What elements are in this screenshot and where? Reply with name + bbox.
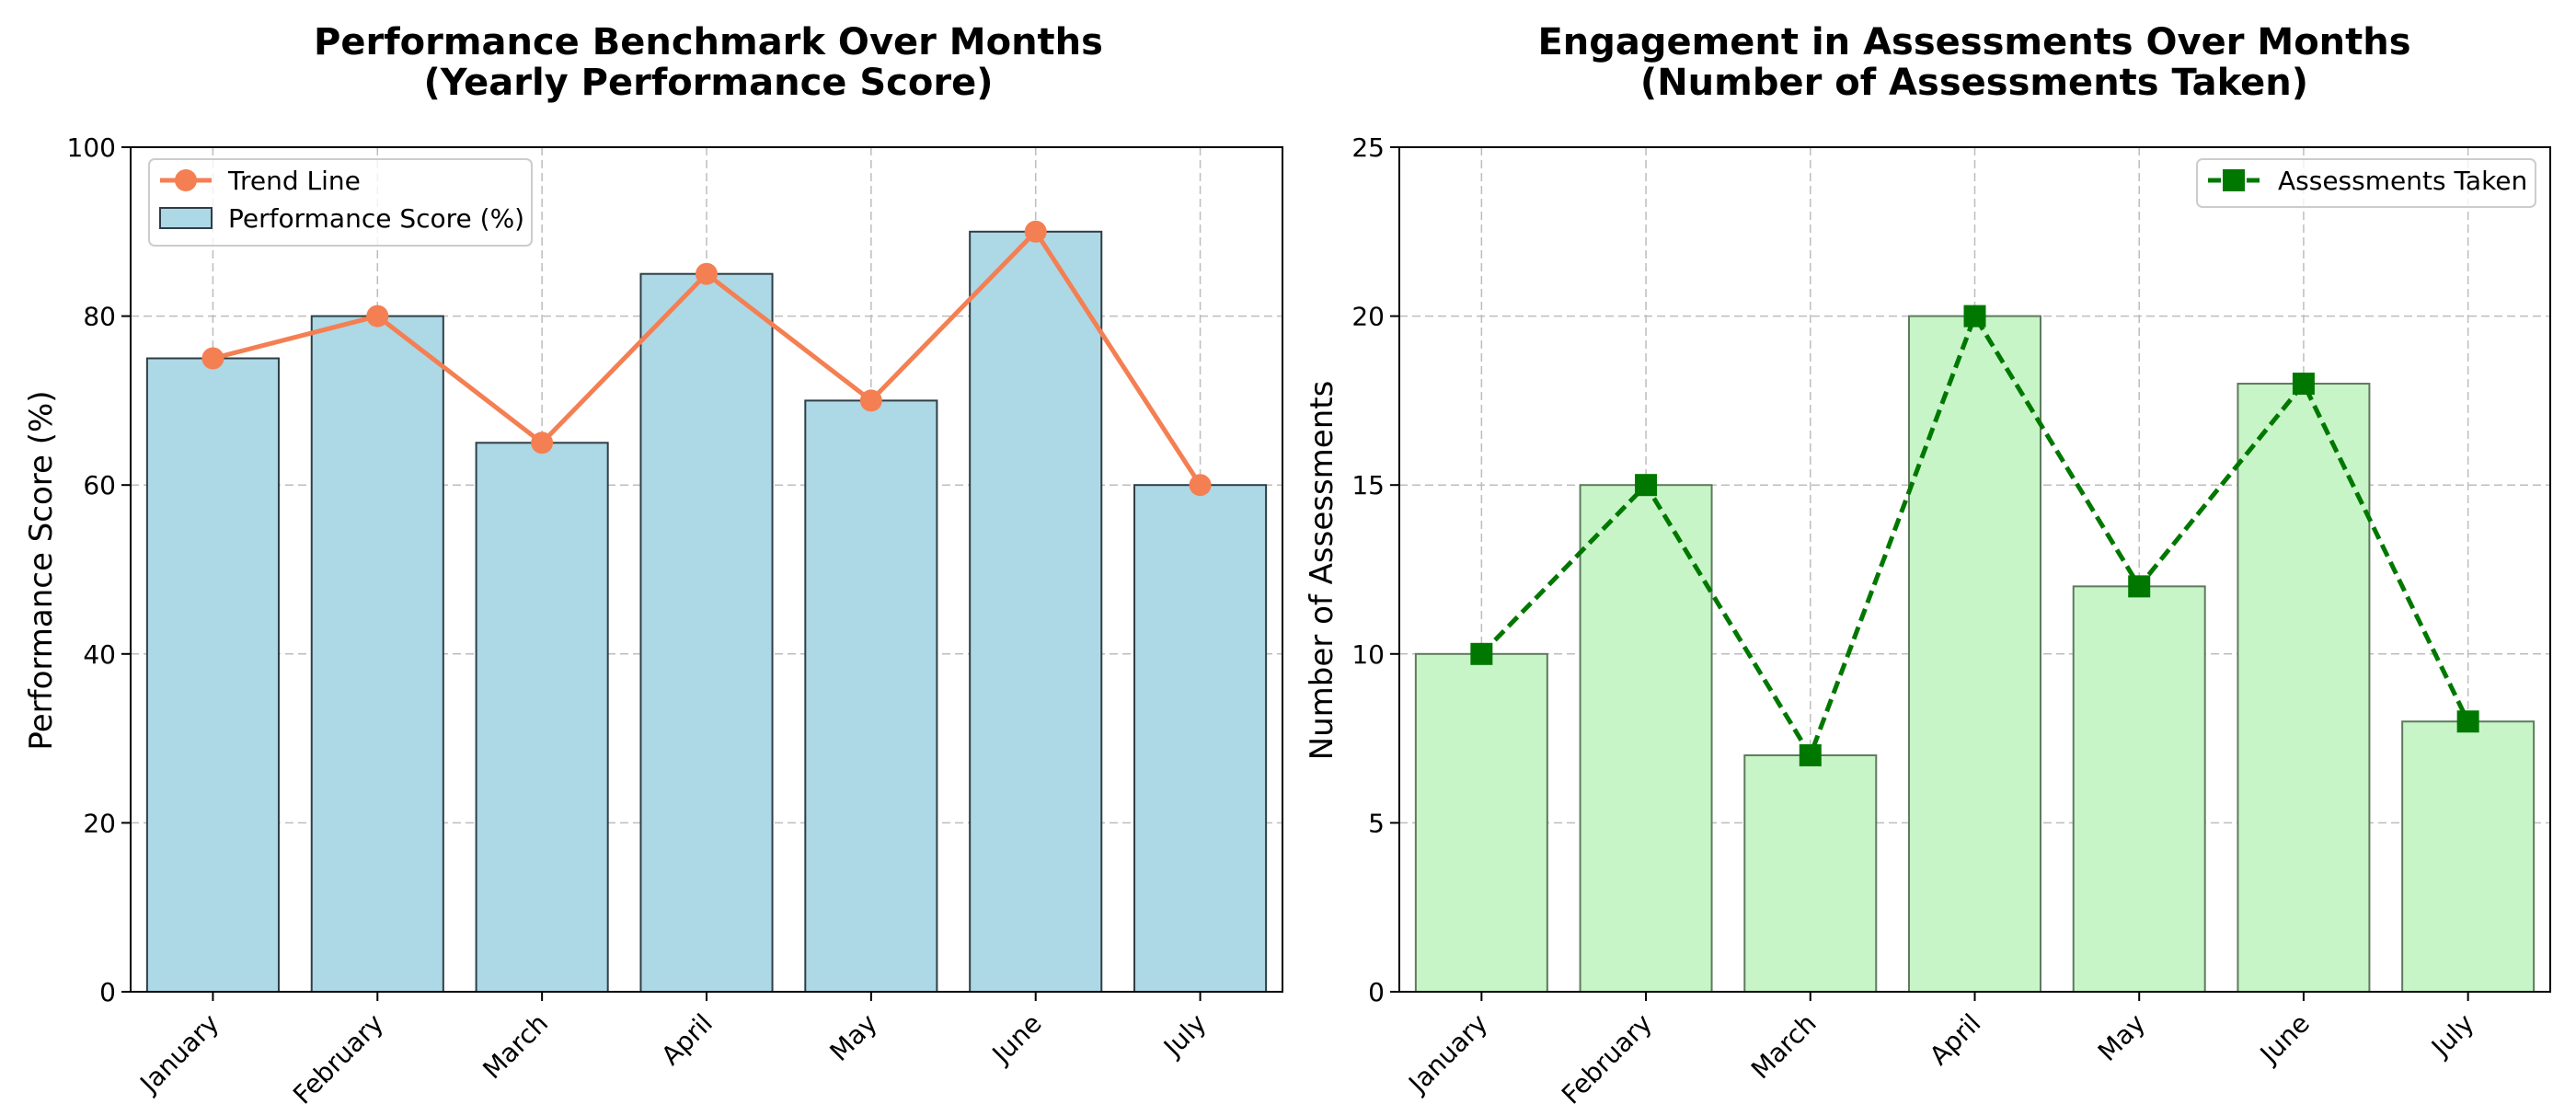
point-march: [1799, 743, 1822, 766]
y-tick-label: 60: [83, 470, 116, 500]
y-tick-label: 5: [1368, 808, 1385, 838]
point-may: [859, 389, 882, 412]
y-tick-label: 15: [1351, 470, 1385, 500]
legend-bar-label: Performance Score (%): [228, 203, 524, 234]
legend-box: [148, 158, 533, 247]
legend-line-marker: [2223, 169, 2245, 191]
point-january: [1470, 642, 1493, 665]
y-tick-label: 100: [67, 132, 116, 163]
y-tick-label: 80: [83, 302, 116, 332]
y-axis-label: Performance Score (%): [23, 390, 60, 750]
bar-february: [1579, 484, 1713, 993]
legend-trend-line-marker: [175, 169, 197, 191]
point-january: [201, 347, 224, 370]
bar-january: [1414, 652, 1548, 993]
bar-july: [1133, 484, 1268, 993]
y-tick-label: 40: [83, 639, 116, 670]
bar-may: [804, 399, 938, 993]
bar-january: [145, 357, 280, 993]
y-tick-label: 0: [1368, 977, 1385, 1007]
chart-title-line-1: Performance Benchmark Over Months: [314, 21, 1103, 63]
chart-title-line-1: Engagement in Assessments Over Months: [1537, 21, 2410, 63]
point-may: [2128, 575, 2151, 598]
bar-may: [2072, 585, 2206, 993]
point-april: [1963, 305, 1986, 328]
bar-july: [2401, 720, 2536, 993]
y-tick-label: 10: [1351, 639, 1385, 670]
trend-line-series: [201, 220, 1212, 497]
bar-april: [1908, 315, 2041, 994]
point-april: [696, 262, 718, 285]
y-tick-label: 20: [83, 808, 116, 838]
point-february: [1635, 474, 1658, 497]
bar-march: [1743, 753, 1878, 994]
point-june: [2292, 373, 2315, 396]
y-axis-ticks: 0 5 10 15 20 25: [1351, 132, 1399, 1007]
y-axis-ticks: 0 20 40 60 80 100: [67, 132, 131, 1007]
chart-title-line-2: (Number of Assessments Taken): [1640, 62, 2308, 104]
legend: Assessments Taken: [2196, 158, 2536, 208]
bars: [145, 230, 1268, 994]
y-axis-label: Number of Assessments: [1304, 381, 1340, 761]
assessments-line-series: [1470, 305, 2479, 766]
legend-box: [2196, 158, 2536, 208]
bar-february: [310, 315, 444, 994]
y-tick-label: 25: [1351, 132, 1385, 163]
legend-trend-line-label: Trend Line: [227, 166, 361, 196]
y-tick-label: 20: [1351, 302, 1385, 332]
bar-april: [639, 272, 774, 993]
point-february: [366, 305, 389, 328]
bar-june: [2237, 383, 2371, 994]
y-tick-label: 0: [99, 977, 116, 1007]
legend-line-label: Assessments Taken: [2278, 166, 2527, 196]
point-june: [1024, 220, 1047, 243]
legend: Trend Line Performance Score (%): [148, 158, 533, 247]
chart-title-line-2: (Yearly Performance Score): [424, 62, 994, 104]
legend-bar-swatch: [159, 207, 213, 229]
point-march: [531, 431, 554, 454]
chart-performance: Performance Benchmark Over Months (Yearl…: [23, 21, 1283, 1104]
point-july: [1189, 474, 1212, 497]
bar-june: [969, 230, 1103, 994]
bar-march: [475, 442, 609, 993]
point-july: [2456, 710, 2479, 733]
